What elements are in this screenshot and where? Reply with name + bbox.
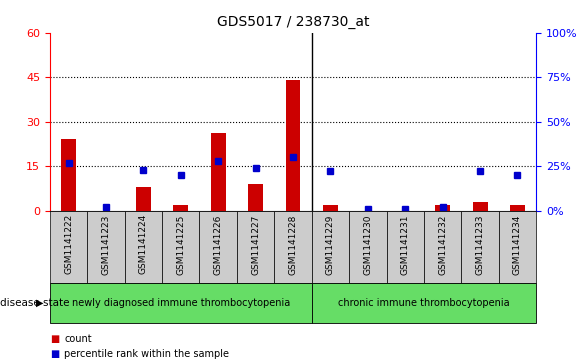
Bar (285, 80, 301, 211)
Bar (312, 211, 349, 283)
Text: GSM1141228: GSM1141228 (288, 214, 298, 274)
Text: GSM1141226: GSM1141226 (214, 214, 223, 274)
Text: GSM1141232: GSM1141232 (438, 214, 447, 274)
Text: newly diagnosed immune thrombocytopenia: newly diagnosed immune thrombocytopenia (71, 298, 290, 308)
Bar (461, 211, 499, 283)
Bar (274, 211, 312, 283)
Bar (499, 211, 536, 283)
Bar (50, 211, 87, 283)
Bar (248, 184, 263, 211)
Text: GSM1141230: GSM1141230 (363, 214, 372, 275)
Bar (61, 139, 76, 211)
Text: GSM1141227: GSM1141227 (251, 214, 260, 274)
Bar (349, 211, 387, 283)
Text: GSM1141223: GSM1141223 (101, 214, 110, 274)
Bar (510, 205, 525, 211)
Bar (162, 211, 199, 283)
Text: GSM1141224: GSM1141224 (139, 214, 148, 274)
Bar (435, 205, 450, 211)
Bar (50, 283, 312, 323)
Text: chronic immune thrombocytopenia: chronic immune thrombocytopenia (338, 298, 510, 308)
Bar (173, 205, 188, 211)
Bar (323, 205, 338, 211)
Bar (211, 134, 226, 211)
Bar (199, 211, 237, 283)
Text: GSM1141233: GSM1141233 (476, 214, 485, 275)
Bar (387, 211, 424, 283)
Text: GSM1141234: GSM1141234 (513, 214, 522, 274)
Text: ■: ■ (50, 334, 59, 344)
Text: ▶: ▶ (36, 298, 44, 308)
Bar (87, 211, 125, 283)
Text: count: count (64, 334, 92, 344)
Bar (136, 187, 151, 211)
Text: ■: ■ (50, 349, 59, 359)
Bar (312, 283, 536, 323)
Bar (237, 211, 274, 283)
Text: GSM1141229: GSM1141229 (326, 214, 335, 274)
Text: GSM1141222: GSM1141222 (64, 214, 73, 274)
Text: GSM1141225: GSM1141225 (176, 214, 185, 274)
Bar (472, 202, 488, 211)
Text: GSM1141231: GSM1141231 (401, 214, 410, 275)
Bar (424, 211, 461, 283)
Bar (125, 211, 162, 283)
Text: disease state: disease state (0, 298, 70, 308)
Title: GDS5017 / 238730_at: GDS5017 / 238730_at (217, 15, 369, 29)
Text: percentile rank within the sample: percentile rank within the sample (64, 349, 230, 359)
